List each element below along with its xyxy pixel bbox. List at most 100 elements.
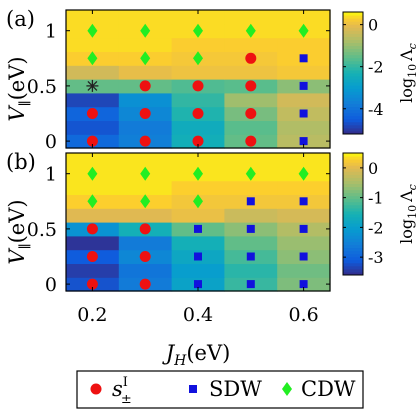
heatmap-cell (277, 65, 331, 80)
colorbar-tick-label: 0 (368, 16, 378, 35)
colorbar-segment (343, 109, 363, 114)
colorbar-segment (343, 12, 363, 16)
marker-s-pm (86, 251, 98, 262)
colorbar-segment (343, 217, 363, 221)
marker-s-pm (86, 223, 98, 235)
colorbar-tick-label: -2 (368, 58, 384, 77)
y-tick-label: 0.5 (27, 219, 57, 241)
y-tick-label: 1 (45, 164, 57, 186)
heatmap-cell (224, 235, 278, 251)
marker-cdw (87, 194, 98, 209)
colorbar-segment (343, 238, 363, 242)
colorbar-segment (343, 162, 363, 166)
marker-s-pm (139, 223, 151, 235)
panel-label: (a) (6, 7, 35, 31)
marker-sdw (194, 224, 202, 233)
colorbar-segment (343, 226, 363, 230)
colorbar-segment (343, 174, 363, 178)
marker-sdw (299, 224, 308, 233)
colorbar-segment (343, 189, 363, 194)
marker-s-pm (139, 80, 151, 92)
marker-s-pm (139, 278, 151, 290)
colorbar-segment (343, 165, 363, 169)
colorbar-segment (343, 118, 363, 123)
colorbar-segment (343, 198, 363, 203)
colorbar-segment (343, 268, 363, 273)
colorbar-segment (343, 127, 363, 132)
marker-s-pm (86, 108, 98, 119)
heatmap-cell (66, 92, 120, 108)
y-tick-label: 0 (45, 131, 57, 153)
colorbar-segment (343, 124, 363, 129)
marker-cdw (298, 166, 309, 181)
marker-s-pm (139, 108, 151, 119)
marker-cdw (245, 166, 256, 181)
colorbar-segment (343, 186, 363, 191)
heatmap-cell (277, 153, 331, 168)
marker-sdw (194, 252, 202, 261)
heatmap-cell (277, 180, 331, 195)
marker-cdw (140, 51, 151, 66)
colorbar-segment (343, 156, 363, 160)
heatmap-cell (66, 120, 120, 135)
colorbar-segment (343, 91, 363, 95)
marker-sdw (246, 280, 255, 289)
colorbar-segment (343, 82, 363, 86)
colorbar-segment (343, 183, 363, 188)
heatmap-cell (171, 10, 225, 25)
colorbar-segment (343, 69, 363, 74)
heatmap-cell (224, 65, 278, 80)
marker-s-pm (245, 80, 257, 92)
marker-sdw (246, 252, 255, 261)
colorbar-label: log10Λc (397, 43, 419, 103)
colorbar-segment (343, 115, 363, 120)
marker-s-pm (139, 251, 151, 262)
heatmap-cell (277, 120, 331, 135)
marker-s-pm (86, 278, 98, 290)
colorbar-segment (343, 207, 363, 212)
heatmap-cell (171, 263, 225, 278)
heatmap-cell (118, 153, 173, 168)
colorbar-segment (343, 76, 363, 80)
marker-cdw (193, 51, 203, 66)
marker-cdw (193, 23, 203, 38)
heatmap-cell (224, 208, 278, 223)
heatmap-cell (66, 208, 120, 223)
colorbar-segment (343, 256, 363, 261)
colorbar-segment (343, 48, 363, 53)
legend-label-sdw: SDW (209, 377, 262, 401)
marker-s-pm (139, 135, 151, 147)
panel-a: 0 0.5 1 (a) V∥(eV) 0 -2 -4 log10Λc (5, 7, 419, 153)
heatmap-cell (66, 37, 120, 52)
heatmap-cell (224, 153, 278, 168)
colorbar-segment (343, 159, 363, 163)
marker-sdw (299, 280, 308, 289)
colorbar-segment (343, 33, 363, 37)
colorbar-tick-label: -1 (368, 189, 384, 208)
colorbar-segment (343, 247, 363, 252)
colorbar-segment (343, 229, 363, 233)
heatmap-cell (171, 208, 225, 223)
heatmap-cell (171, 153, 225, 168)
colorbar: 0 -2 -4 log10Λc (342, 11, 419, 135)
legend-square-marker (189, 385, 197, 393)
heatmap-cell (224, 263, 278, 278)
legend: sI ± SDW CDW (76, 370, 364, 409)
heatmap-cell (224, 37, 278, 52)
marker-s-pm (192, 80, 204, 92)
heatmap-cell (66, 153, 120, 168)
colorbar-segment (343, 153, 363, 157)
marker-s-pm (245, 108, 257, 119)
heatmap-cell (118, 235, 173, 251)
x-tick-label: 0.4 (183, 304, 213, 326)
heatmap-cell (171, 37, 225, 52)
heatmap-cell (118, 208, 173, 223)
heatmap-cell (277, 208, 331, 223)
heatmap-cell (171, 120, 225, 135)
marker-cdw (87, 23, 98, 38)
colorbar-segment (343, 30, 363, 34)
marker-sdw (246, 224, 255, 233)
marker-cdw (140, 166, 151, 181)
colorbar-segment (343, 15, 363, 19)
